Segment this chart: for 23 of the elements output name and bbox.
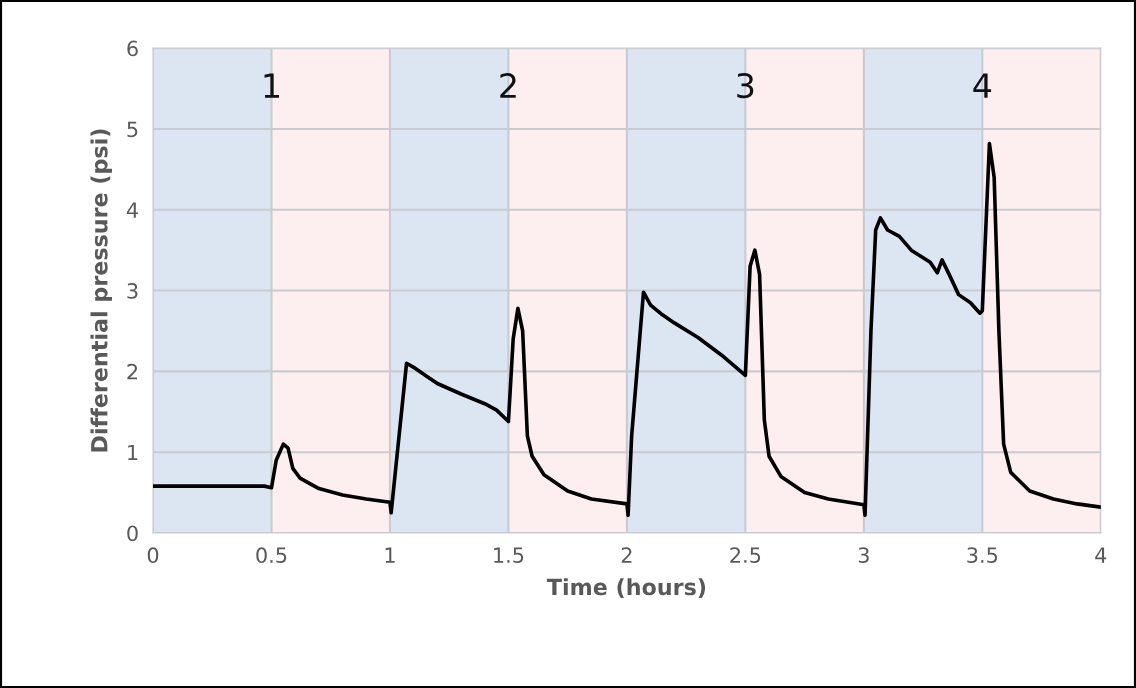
x-tick-label: 3 xyxy=(858,547,869,564)
y-tick-label: 4 xyxy=(126,202,138,218)
annotation: 2 xyxy=(500,73,516,98)
line-series xyxy=(153,141,1101,518)
y-tick-label: 2 xyxy=(127,363,138,380)
annotation: 3 xyxy=(737,73,754,99)
x-tick-label: 1 xyxy=(385,547,395,563)
annotation: 4 xyxy=(973,73,992,98)
y-tick-label: 0 xyxy=(127,525,138,542)
y-tick-label: 5 xyxy=(127,121,138,138)
x-tick-label: 2.5 xyxy=(730,547,761,564)
x-tick-label: 1.5 xyxy=(494,547,524,564)
x-tick-label: 0.5 xyxy=(256,547,287,564)
y-tick-label: 3 xyxy=(127,283,138,299)
x-tick-label: 3.5 xyxy=(967,547,998,564)
y-tick-label: 6 xyxy=(127,40,138,57)
x-tick-label: 0 xyxy=(147,547,159,564)
x-tick-label: 2 xyxy=(621,547,632,563)
x-axis-title: Time (hours) xyxy=(546,578,706,598)
y-axis-title: Differential pressure (psi) xyxy=(90,129,112,452)
y-tick-label: 1 xyxy=(128,444,138,461)
annotation: 1 xyxy=(264,73,280,98)
x-tick-label: 4 xyxy=(1095,547,1107,563)
